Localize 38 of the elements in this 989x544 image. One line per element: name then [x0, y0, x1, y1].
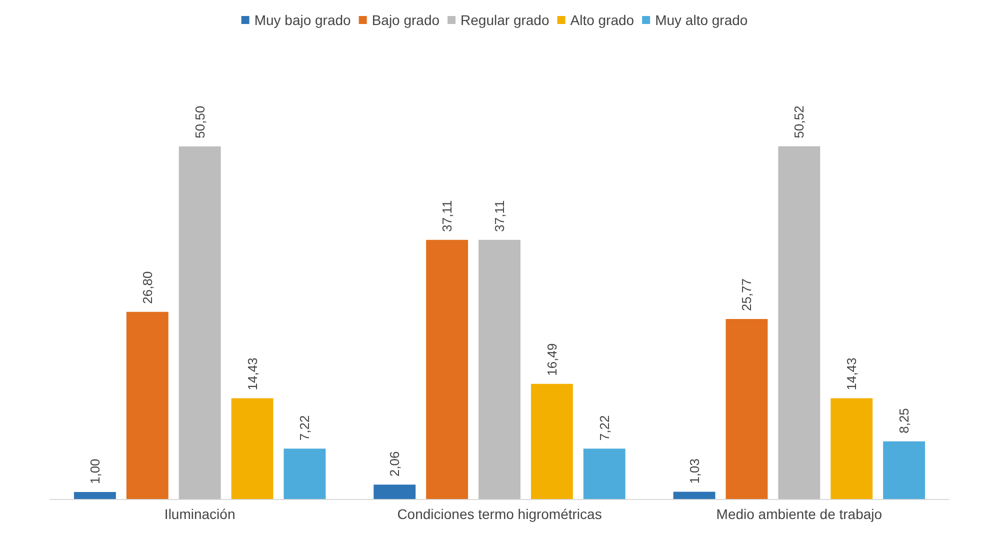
data-label: 16,49: [544, 343, 560, 376]
bar: [830, 398, 873, 499]
legend-label: Muy bajo grado: [254, 12, 352, 28]
legend-label: Alto grado: [570, 12, 634, 28]
data-label: 26,80: [140, 271, 155, 304]
bar: [726, 319, 768, 499]
data-label: 2,06: [387, 451, 402, 477]
data-label: 1,00: [87, 458, 102, 484]
data-label: 1,03: [686, 458, 702, 484]
data-label: 7,22: [297, 415, 312, 441]
bar: [74, 492, 116, 499]
bar: [231, 398, 274, 499]
x-tick-label: Medio ambiente de trabajo: [716, 506, 882, 522]
data-label: 37,11: [440, 200, 455, 232]
x-tick-label: Iluminación: [164, 506, 236, 522]
data-label: 50,52: [792, 106, 807, 138]
bar: [583, 448, 626, 499]
bar: [284, 448, 326, 499]
data-label: 14,43: [244, 358, 260, 390]
bar: [883, 441, 926, 499]
bar: [478, 240, 520, 499]
data-label: 8,25: [896, 408, 912, 434]
legend-label: Regular grado: [460, 12, 550, 28]
bar: [778, 146, 820, 499]
bar: [374, 484, 416, 499]
data-label: 7,22: [596, 415, 612, 441]
bar: [178, 146, 221, 499]
data-label: 25,77: [739, 278, 754, 312]
bar: [673, 492, 716, 499]
bar: [126, 312, 168, 499]
x-tick-label: Condiciones termo higrométricas: [397, 506, 602, 522]
legend-label: Muy alto grado: [655, 12, 748, 28]
data-label: 37,11: [492, 200, 507, 232]
data-label: 14,43: [844, 358, 860, 390]
bar: [530, 384, 573, 499]
bar: [426, 240, 468, 499]
data-label: 50,50: [192, 106, 208, 138]
legend-label: Bajo grado: [372, 12, 440, 28]
